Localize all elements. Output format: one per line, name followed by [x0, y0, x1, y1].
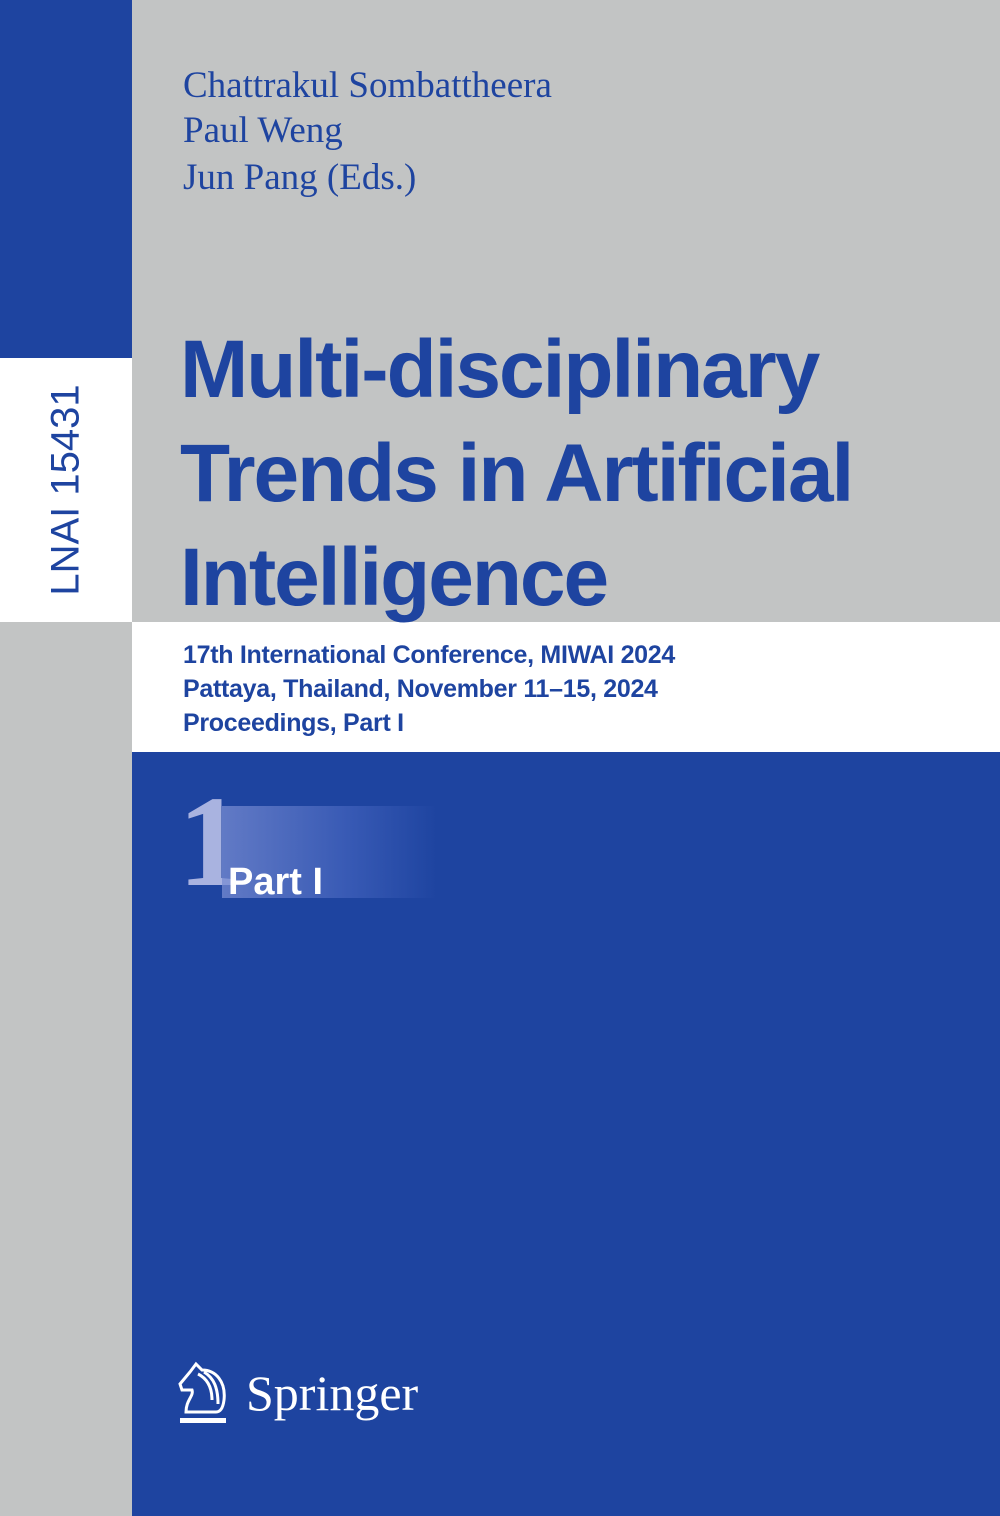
subtitle: 17th International Conference, MIWAI 202… [183, 638, 675, 740]
title-line: Trends in Artificial [180, 428, 854, 519]
subtitle-line: Pattaya, Thailand, November 11–15, 2024 [183, 675, 658, 703]
spine-strip-gray [0, 622, 132, 1516]
spine-strip-blue [0, 0, 132, 358]
subtitle-line: 17th International Conference, MIWAI 202… [183, 641, 675, 669]
book-title: Multi-disciplinary Trends in Artificial … [180, 318, 854, 630]
subtitle-line: Proceedings, Part I [183, 709, 404, 737]
series-label: LNAI 15431 [43, 384, 88, 596]
part-gradient-bar [222, 806, 437, 898]
author: Chattrakul Sombattheera [183, 65, 552, 106]
top-panel [132, 0, 1000, 622]
springer-knight-icon [178, 1361, 226, 1423]
part-label: Part I [228, 861, 324, 903]
author: Paul Weng [183, 110, 343, 151]
spine-strip-white [0, 358, 132, 622]
subtitle-band [132, 622, 1000, 752]
author: Jun Pang (Eds.) [183, 157, 417, 198]
publisher-name: Springer [246, 1365, 419, 1421]
springer-logo: Springer [176, 1360, 418, 1426]
title-line: Intelligence [180, 532, 609, 623]
title-line: Multi-disciplinary [180, 324, 820, 415]
